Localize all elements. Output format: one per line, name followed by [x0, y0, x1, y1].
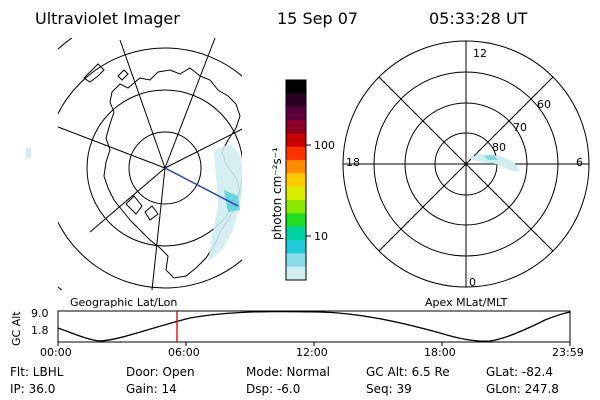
color-bar-stripe	[286, 200, 306, 214]
color-bar-stripe	[286, 120, 306, 134]
timeline-xtick-0000: 00:00	[40, 346, 72, 359]
mlt-label-0: 0	[469, 276, 476, 289]
color-bar-stripe	[286, 80, 306, 94]
timeline-ytick-max: 9.0	[31, 307, 49, 320]
left-panel-label: Geographic Lat/Lon	[70, 296, 178, 309]
info-door: Door: Open	[126, 365, 195, 379]
color-bar-stripe	[286, 240, 306, 254]
color-bar-stripe	[286, 253, 306, 268]
color-bar-stripe	[286, 106, 306, 121]
right-panel-label: Apex MLat/MLT	[425, 296, 508, 309]
color-bar-frame	[285, 79, 307, 281]
speck-artifact	[26, 148, 31, 158]
instrument-title: Ultraviolet Imager	[35, 9, 180, 28]
timeline-ylabel: GC Alt	[10, 311, 23, 346]
geographic-map	[58, 38, 242, 290]
altitude-curve	[57, 310, 571, 342]
color-bar-stripe	[286, 173, 306, 188]
timeline-xtick-0600: 06:00	[168, 346, 200, 359]
timeline-xtick-1200: 12:00	[296, 346, 328, 359]
auroral-oval-region	[466, 154, 520, 172]
date-label: 15 Sep 07	[277, 9, 359, 28]
colorbar-tick-100: 100	[314, 139, 335, 152]
time-label: 05:33:28 UT	[429, 9, 528, 28]
mlat-label-60: 60	[537, 98, 551, 111]
color-bar	[286, 80, 306, 281]
info-gain: Gain: 14	[126, 382, 177, 396]
info-glat: GLat: -82.4	[486, 365, 553, 379]
color-bar-stripe	[286, 133, 306, 148]
mlt-label-18: 18	[346, 156, 360, 169]
info-glon: GLon: 247.8	[486, 382, 559, 396]
mlt-label-12: 12	[473, 47, 487, 60]
timeline-frame	[57, 310, 571, 343]
mlat-label-80: 80	[492, 141, 506, 154]
info-dsp: Dsp: -6.0	[246, 382, 301, 396]
mlt-polar-dial	[342, 40, 590, 288]
color-bar-stripe	[286, 146, 306, 161]
info-filter: Flt: LBHL	[10, 365, 64, 379]
color-bar-stripe	[286, 186, 306, 201]
colorbar-unit-label: photon cm⁻²s⁻¹	[270, 147, 284, 240]
mlat-label-70: 70	[513, 121, 527, 134]
color-bar-stripe	[286, 93, 306, 108]
color-bar-stripe	[286, 266, 306, 281]
info-gc-alt: GC Alt: 6.5 Re	[366, 365, 450, 379]
timeline-xtick-2359: 23:59	[552, 346, 584, 359]
info-mode: Mode: Normal	[246, 365, 330, 379]
colorbar-tick-10: 10	[314, 230, 328, 243]
info-seq: Seq: 39	[366, 382, 412, 396]
timeline-ytick-min: 1.8	[31, 324, 49, 337]
info-ip: IP: 36.0	[10, 382, 56, 396]
timeline-xtick-1800: 18:00	[424, 346, 456, 359]
color-bar-stripe	[286, 213, 306, 228]
mlt-label-6: 6	[576, 156, 583, 169]
color-bar-stripe	[286, 226, 306, 241]
color-bar-stripe	[286, 160, 306, 174]
